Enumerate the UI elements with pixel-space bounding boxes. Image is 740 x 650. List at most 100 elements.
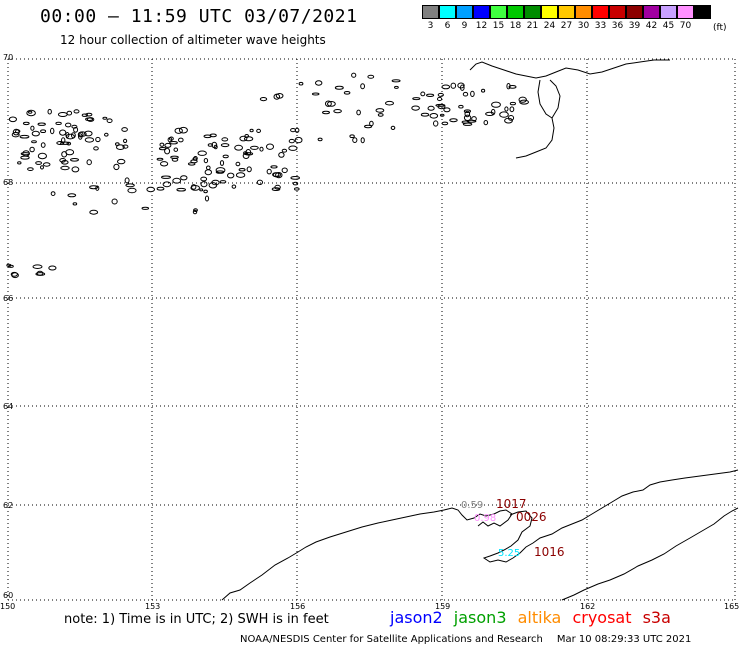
legend-item: 24 xyxy=(540,5,558,33)
legend-swatch xyxy=(438,5,456,19)
legend-label: 27 xyxy=(560,21,573,31)
ice-floe xyxy=(294,127,300,133)
ice-floe xyxy=(37,122,46,126)
ice-floe xyxy=(121,127,128,132)
ice-floe xyxy=(122,144,129,149)
ice-floe xyxy=(161,175,171,179)
ice-floe xyxy=(66,141,72,146)
legend-label: 45 xyxy=(662,21,675,31)
lon-label: 165 xyxy=(724,602,739,611)
ice-floe xyxy=(84,137,95,143)
ice-floe xyxy=(164,147,171,155)
ice-floe xyxy=(6,263,12,267)
ice-floe xyxy=(360,83,366,90)
ice-floe xyxy=(483,120,489,126)
ice-floe xyxy=(89,209,99,215)
legend-swatch xyxy=(659,5,677,19)
ice-floe xyxy=(28,110,33,114)
ice-floe xyxy=(457,82,465,89)
ice-floe xyxy=(50,127,55,135)
kamchatka-coast-east xyxy=(482,469,739,563)
ice-floe xyxy=(367,74,375,79)
satellite-legend: jason2 jason3 altika cryosat s3a xyxy=(390,608,677,627)
ice-floe xyxy=(235,172,246,178)
ice-floe xyxy=(102,116,108,120)
wave-observations: 0.59 1017 0.98 0026 5.25 1016 xyxy=(461,497,565,559)
arctic-coast xyxy=(469,59,670,79)
ice-floe xyxy=(246,166,252,173)
legend-swatch xyxy=(540,5,558,19)
ice-floe xyxy=(85,112,93,117)
legend-item: 18 xyxy=(506,5,524,33)
ice-floe xyxy=(95,136,101,143)
legend-label: 9 xyxy=(461,21,468,31)
ice-floe xyxy=(203,158,209,164)
legend-swatch xyxy=(506,5,524,19)
ice-floe xyxy=(238,168,246,172)
lat-label: 64 xyxy=(3,402,13,411)
longitude-labels: 150 153 156 159 162 165 xyxy=(0,602,739,611)
ice-floe xyxy=(180,175,188,181)
ice-floe xyxy=(32,264,43,270)
ice-floe xyxy=(116,144,125,150)
ice-floe xyxy=(159,142,165,147)
satellite-label: jason3 xyxy=(453,608,507,627)
ice-floe xyxy=(213,144,218,150)
ice-floe xyxy=(65,122,72,128)
ice-floe xyxy=(65,149,75,156)
satellite-label: altika xyxy=(517,608,562,627)
ice-floe xyxy=(200,181,208,188)
ice-floe xyxy=(65,133,75,140)
ice-floe xyxy=(439,113,445,117)
ice-floe xyxy=(171,157,179,162)
ice-floe xyxy=(506,83,511,90)
legend-label: 39 xyxy=(628,21,641,31)
ice-floe xyxy=(67,193,77,198)
ice-floe xyxy=(20,155,30,160)
ice-floe xyxy=(435,103,446,107)
ice-floe xyxy=(211,141,218,149)
ice-floe xyxy=(125,183,135,188)
ice-floe xyxy=(351,72,357,78)
generated-timestamp: Mar 10 08:29:33 UTC 2021 xyxy=(556,634,692,645)
ice-floe xyxy=(81,113,89,117)
ice-floe xyxy=(89,185,99,190)
ice-floe xyxy=(111,198,118,205)
ice-floe xyxy=(86,159,92,166)
coastline xyxy=(221,59,739,601)
ice-floe xyxy=(461,120,470,124)
lon-label: 162 xyxy=(580,602,595,611)
ice-floe xyxy=(385,100,394,106)
map-grid xyxy=(7,58,736,601)
legend-unit: (ft) xyxy=(713,23,727,33)
ice-floe xyxy=(169,141,178,145)
ice-floe xyxy=(200,176,208,182)
credit-text: NOAA/NESDIS Center for Satellite Applica… xyxy=(240,634,543,645)
legend-item: 27 xyxy=(557,5,575,33)
ice-floe xyxy=(519,99,529,105)
ice-floe xyxy=(481,88,486,93)
legend-swatch xyxy=(523,5,541,19)
legend-label: 30 xyxy=(577,21,590,31)
ice-floe xyxy=(176,187,186,192)
time-label: 0026 xyxy=(516,510,547,524)
ice-floe xyxy=(47,108,52,115)
ice-floe xyxy=(441,121,449,126)
ice-floe xyxy=(390,125,396,131)
ice-floe xyxy=(156,186,165,191)
ice-floe xyxy=(275,93,284,99)
ice-floe xyxy=(221,137,229,142)
legend-item: 39 xyxy=(625,5,643,33)
ice-floe xyxy=(127,187,137,194)
legend-label: 21 xyxy=(526,21,539,31)
ice-floe xyxy=(499,111,509,118)
ice-floe xyxy=(509,106,515,113)
ice-floe xyxy=(463,109,471,113)
ice-floe xyxy=(294,187,300,191)
wave-height-label: 0.59 xyxy=(461,500,483,511)
ice-floe xyxy=(57,112,68,117)
chukotka-bay xyxy=(515,79,561,159)
ice-floe xyxy=(433,120,439,127)
ice-floe xyxy=(192,209,198,215)
